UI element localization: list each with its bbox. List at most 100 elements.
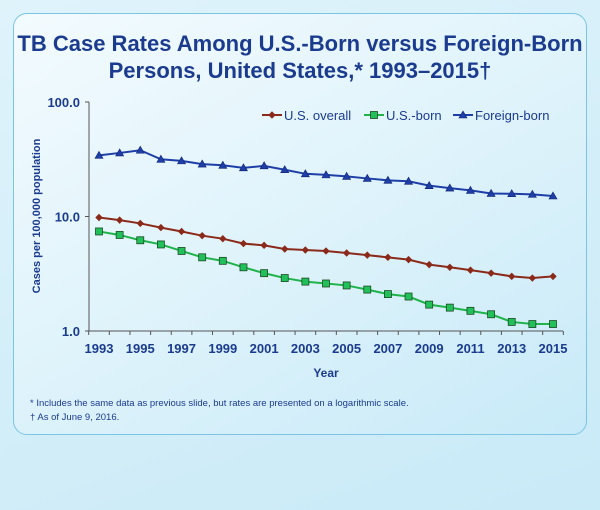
data-point <box>527 189 537 198</box>
data-point <box>404 255 413 264</box>
data-point <box>487 269 495 277</box>
legend-label: U.S.-born <box>386 108 442 123</box>
x-tick-label: 2003 <box>291 341 320 356</box>
data-point <box>548 191 558 200</box>
x-tick-label: 2013 <box>497 341 526 356</box>
data-point <box>260 269 268 278</box>
data-point <box>301 246 310 254</box>
x-tick-label: 1995 <box>126 341 155 356</box>
x-tick-label: 2015 <box>539 341 568 356</box>
data-point <box>218 256 227 265</box>
data-point <box>549 272 557 281</box>
x-tick-label: 2007 <box>373 341 402 356</box>
x-tick-label: 2011 <box>456 341 484 356</box>
data-point <box>259 161 269 170</box>
data-point <box>425 260 433 269</box>
data-point <box>238 163 248 172</box>
data-point <box>383 175 393 184</box>
x-tick-label: 2005 <box>332 341 361 356</box>
data-point <box>424 181 434 189</box>
data-point <box>384 290 392 299</box>
y-tick-label: 1.0 <box>62 324 80 339</box>
data-point <box>384 253 392 262</box>
x-tick-label: 1993 <box>85 341 114 356</box>
data-point <box>465 185 475 194</box>
y-axis-label: Cases per 100,000 population <box>31 138 43 293</box>
data-point <box>363 285 372 294</box>
data-point <box>281 245 289 253</box>
data-point <box>322 279 330 288</box>
y-tick-label: 10.0 <box>55 210 80 225</box>
data-point <box>136 219 144 228</box>
legend-label: Foreign-born <box>475 108 549 123</box>
data-point <box>218 160 228 169</box>
footnote-1: * Includes the same data as previous sli… <box>30 398 409 409</box>
x-tick-label: 2009 <box>415 341 444 356</box>
data-point <box>198 253 207 262</box>
data-point <box>404 176 414 185</box>
data-point <box>157 240 165 249</box>
chart-title: TB Case Rates Among U.S.-Born versus For… <box>0 30 600 84</box>
data-point <box>94 150 104 159</box>
data-point <box>301 277 310 286</box>
footnote-2: † As of June 9, 2016. <box>30 412 120 423</box>
data-point <box>446 263 454 272</box>
data-point <box>157 223 165 232</box>
data-point <box>300 169 310 178</box>
data-point <box>322 247 330 255</box>
x-tick-label: 1997 <box>167 341 196 356</box>
x-tick-label: 1999 <box>208 341 237 356</box>
data-point <box>342 171 352 180</box>
y-tick-label: 100.0 <box>47 95 80 110</box>
data-point <box>115 216 124 224</box>
slide-card <box>13 13 587 435</box>
series-line <box>98 230 553 326</box>
legend-label: U.S. overall <box>284 108 351 123</box>
data-point <box>507 318 516 326</box>
data-point <box>370 111 378 119</box>
data-point <box>95 213 103 222</box>
data-point <box>528 320 537 328</box>
data-point <box>95 227 103 236</box>
data-point <box>363 251 371 259</box>
data-point <box>177 247 186 255</box>
series-u-s-born <box>95 227 557 328</box>
data-point <box>115 231 124 239</box>
data-point <box>136 236 145 245</box>
data-point <box>177 227 186 236</box>
data-point <box>135 145 145 154</box>
data-point <box>197 159 207 168</box>
data-point <box>280 274 289 282</box>
data-point <box>321 170 331 179</box>
data-point <box>260 241 268 250</box>
data-point <box>466 266 475 274</box>
data-point <box>487 310 495 319</box>
data-point <box>528 274 537 282</box>
legend-item: U.S.-born <box>364 108 442 123</box>
legend-item: Foreign-born <box>453 108 549 123</box>
data-point <box>280 165 290 174</box>
data-point <box>342 281 351 290</box>
data-point <box>466 306 475 315</box>
data-point <box>445 183 455 192</box>
data-point <box>425 300 434 309</box>
data-point <box>549 320 557 328</box>
x-tick-label: 2001 <box>250 341 279 356</box>
data-point <box>268 111 276 119</box>
data-point <box>458 110 468 119</box>
data-point <box>342 249 351 257</box>
series-u-s-overall <box>95 213 557 282</box>
data-point <box>362 173 372 182</box>
data-point <box>177 156 187 165</box>
data-point <box>115 148 125 157</box>
data-point <box>198 231 206 240</box>
data-point <box>239 263 248 272</box>
legend-item: U.S. overall <box>262 108 351 123</box>
title-text: TB Case Rates Among U.S.-Born versus For… <box>17 31 583 83</box>
data-point <box>239 239 248 248</box>
data-point <box>445 303 454 312</box>
data-point <box>219 234 227 243</box>
data-point <box>508 272 516 281</box>
data-point <box>507 189 517 198</box>
